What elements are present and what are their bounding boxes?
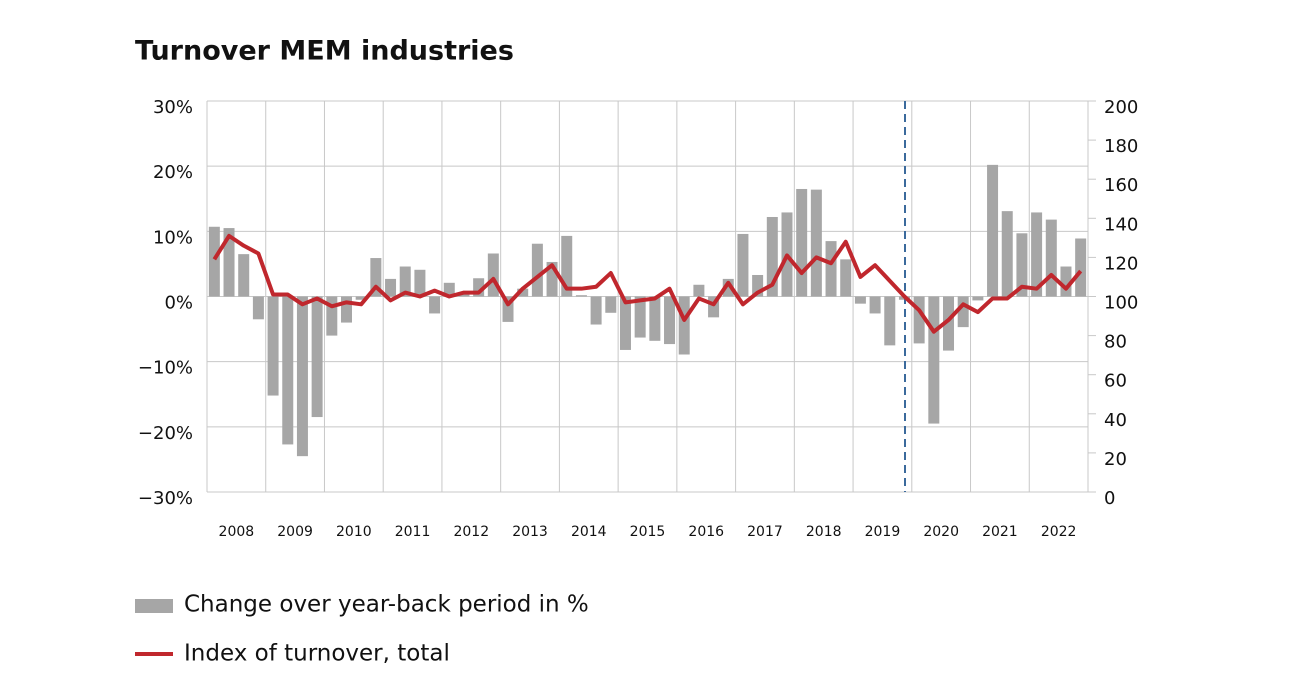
bar [1031, 212, 1043, 297]
y-tick-label: −30% [138, 488, 193, 509]
legend-label: Index of turnover, total [184, 641, 450, 667]
bar [267, 296, 279, 396]
bar [693, 284, 705, 297]
y2-tick-label: 20 [1104, 449, 1127, 470]
bar [414, 269, 426, 297]
x-tick-label: 2010 [336, 524, 372, 540]
x-tick-label: 2008 [219, 524, 255, 540]
bar [575, 295, 587, 297]
bar [737, 233, 749, 297]
y2-tick-label: 200 [1104, 97, 1138, 118]
x-tick-label: 2020 [923, 524, 959, 540]
x-tick-label: 2018 [806, 524, 842, 540]
bar [311, 296, 323, 418]
y-tick-label: −10% [138, 358, 193, 379]
x-tick-label: 2013 [512, 524, 548, 540]
bar [473, 278, 485, 297]
bar [766, 216, 778, 297]
bar [296, 296, 308, 457]
bar [561, 235, 573, 297]
bar [957, 296, 969, 328]
y-tick-label: 20% [153, 162, 193, 183]
bar [487, 253, 499, 297]
bar [326, 296, 338, 336]
x-tick-label: 2014 [571, 524, 607, 540]
bar [252, 296, 264, 320]
bar [884, 296, 896, 346]
y2-tick-label: 160 [1104, 175, 1138, 196]
bar [928, 296, 940, 424]
bar [385, 278, 397, 297]
y-tick-label: 10% [153, 227, 193, 248]
y-tick-label: −20% [138, 423, 193, 444]
x-tick-label: 2017 [747, 524, 783, 540]
bar [796, 188, 808, 297]
bar [443, 282, 455, 297]
y2-tick-label: 40 [1104, 410, 1127, 431]
bar [399, 266, 411, 297]
x-tick-label: 2016 [688, 524, 724, 540]
bar [590, 296, 602, 325]
y2-tick-label: 140 [1104, 214, 1138, 235]
bar [972, 296, 984, 301]
bar [1060, 266, 1072, 297]
bar [1001, 211, 1013, 297]
bar [987, 164, 999, 297]
x-tick-label: 2015 [630, 524, 666, 540]
y-tick-label: 0% [164, 293, 193, 314]
x-tick-label: 2012 [453, 524, 489, 540]
bar [517, 288, 529, 297]
bar [708, 296, 720, 318]
bar [1016, 233, 1028, 297]
bar [825, 241, 837, 297]
bar [605, 296, 617, 313]
bar [619, 296, 631, 350]
bar [722, 278, 734, 297]
bar [355, 296, 367, 300]
bar [634, 296, 646, 338]
legend-swatch [135, 599, 173, 613]
legend-label: Change over year-back period in % [184, 592, 589, 618]
bar [238, 254, 250, 297]
bar [458, 293, 470, 297]
x-tick-label: 2009 [277, 524, 313, 540]
bar [1045, 219, 1057, 297]
x-tick-label: 2022 [1041, 524, 1077, 540]
bar [340, 296, 352, 323]
x-tick-label: 2021 [982, 524, 1018, 540]
chart-title: Turnover MEM industries [135, 36, 514, 67]
y2-tick-label: 60 [1104, 371, 1127, 392]
bar [664, 296, 676, 345]
bar [429, 296, 441, 314]
bar [208, 226, 220, 297]
y-tick-label: 30% [153, 97, 193, 118]
bar [1075, 238, 1087, 297]
bar [854, 296, 866, 304]
bar [752, 274, 764, 297]
y2-tick-label: 0 [1104, 488, 1115, 509]
line [212, 233, 1083, 334]
bar [649, 296, 661, 341]
bar [678, 296, 690, 355]
bar [531, 243, 543, 297]
y2-tick-label: 100 [1104, 293, 1138, 314]
x-tick-label: 2019 [865, 524, 901, 540]
bar [223, 228, 235, 297]
bar [943, 296, 955, 351]
bar [282, 296, 294, 445]
bar [810, 189, 822, 297]
bar [913, 296, 925, 344]
bar [869, 296, 881, 314]
y2-tick-label: 180 [1104, 136, 1138, 157]
x-tick-label: 2011 [395, 524, 431, 540]
y2-tick-label: 80 [1104, 332, 1127, 353]
bar [840, 259, 852, 297]
bar [546, 261, 558, 297]
y2-tick-label: 120 [1104, 253, 1138, 274]
bar [502, 296, 514, 322]
bar [370, 258, 382, 297]
